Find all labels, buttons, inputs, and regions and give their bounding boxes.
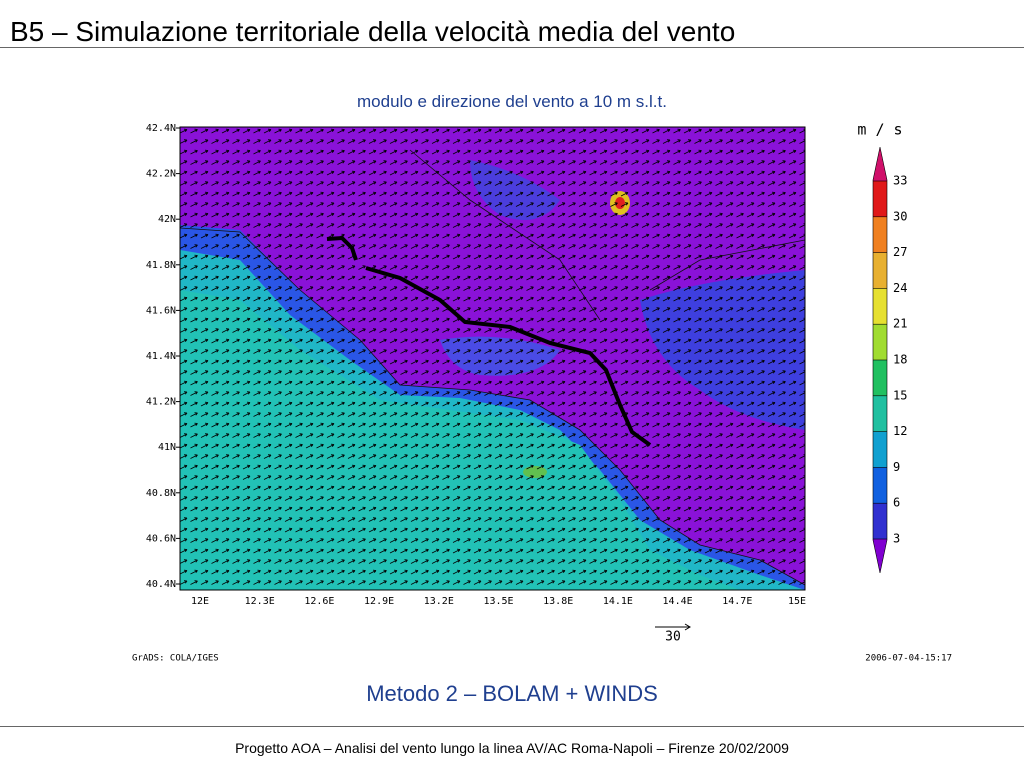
colorbar-label: 9 [893, 460, 900, 474]
longitude-label: 12.9E [364, 596, 394, 607]
colorbar-unit: m / s [857, 121, 902, 139]
latitude-label: 40.8N [146, 488, 176, 499]
vector-scale: 30 [665, 630, 681, 645]
colorbar-label: 12 [893, 424, 907, 438]
colorbar-segment [873, 431, 887, 468]
latitude-label: 41N [158, 442, 176, 453]
colorbar-segment [873, 252, 887, 289]
latitude-label: 42.2N [146, 169, 176, 180]
colorbar-label: 3 [893, 532, 900, 546]
longitude-label: 13.5E [483, 596, 513, 607]
colorbar-label: 33 [893, 174, 907, 188]
colorbar: 33 30 27 24 21 18 15 12 9 6 3 [872, 146, 907, 574]
longitude-label: 14.7E [722, 596, 752, 607]
colorbar-label: 27 [893, 245, 907, 259]
vector-scale-arrowhead [684, 623, 691, 631]
timestamp: 2006-07-04-15:17 [865, 654, 952, 664]
figure-subtitle: modulo e direzione del vento a 10 m s.l.… [357, 92, 667, 111]
longitude-label: 13.2E [424, 596, 454, 607]
colorbar-segment [873, 216, 887, 253]
colorbar-segment [873, 360, 887, 396]
colorbar-label: 6 [893, 496, 900, 510]
caption: Metodo 2 – BOLAM + WINDS [366, 681, 658, 706]
colorbar-label: 15 [893, 388, 907, 402]
latitude-label: 42N [158, 214, 176, 225]
latitude-label: 41.4N [146, 351, 176, 362]
colorbar-label: 18 [893, 353, 907, 367]
colorbar-segment [873, 539, 887, 540]
longitude-label: 12.3E [245, 596, 275, 607]
colorbar-segment [873, 395, 887, 432]
longitude-label: 14.4E [663, 596, 693, 607]
colorbar-segment [873, 503, 887, 539]
colorbar-outline [872, 146, 888, 574]
longitude-label: 12E [191, 596, 209, 607]
colorbar-segment [873, 180, 887, 181]
footer: Progetto AOA – Analisi del vento lungo l… [235, 740, 789, 756]
colorbar-label: 30 [893, 209, 907, 223]
colorbar-segment [873, 181, 887, 217]
footer-rule [0, 726, 1024, 727]
colorbar-segment [873, 288, 887, 325]
latitude-label: 42.4N [146, 123, 176, 134]
title-rule [0, 47, 1024, 48]
map-frame [179, 126, 806, 591]
latitude-label: 40.4N [146, 579, 176, 590]
longitude-label: 14.1E [603, 596, 633, 607]
latitude-label: 41.6N [146, 305, 176, 316]
latitude-label: 41.8N [146, 260, 176, 271]
colorbar-label: 24 [893, 281, 907, 295]
wind-map-figure: 42.4N 42.2N 42N 41.8N 41.6N 41.4N 41.2N 41N 40.8… [132, 121, 952, 664]
slide-title: B5 – Simulazione territoriale della velo… [10, 16, 736, 47]
longitude-labels: 12E 12.3E 12.6E 12.9E 13.2E 13.5E 13.8E 14.1E 14… [191, 596, 806, 607]
longitude-label: 12.6E [304, 596, 334, 607]
credit: GrADS: COLA/IGES [132, 654, 219, 664]
colorbar-segment [873, 467, 887, 504]
latitude-labels: 42.4N 42.2N 42N 41.8N 41.6N 41.4N 41.2N 41N 40.8… [146, 123, 180, 590]
longitude-label: 15E [788, 596, 806, 607]
colorbar-segment [873, 324, 887, 360]
colorbar-label: 21 [893, 317, 907, 331]
longitude-label: 13.8E [543, 596, 573, 607]
latitude-label: 41.2N [146, 397, 176, 408]
map [180, 127, 805, 590]
latitude-label: 40.6N [146, 533, 176, 544]
